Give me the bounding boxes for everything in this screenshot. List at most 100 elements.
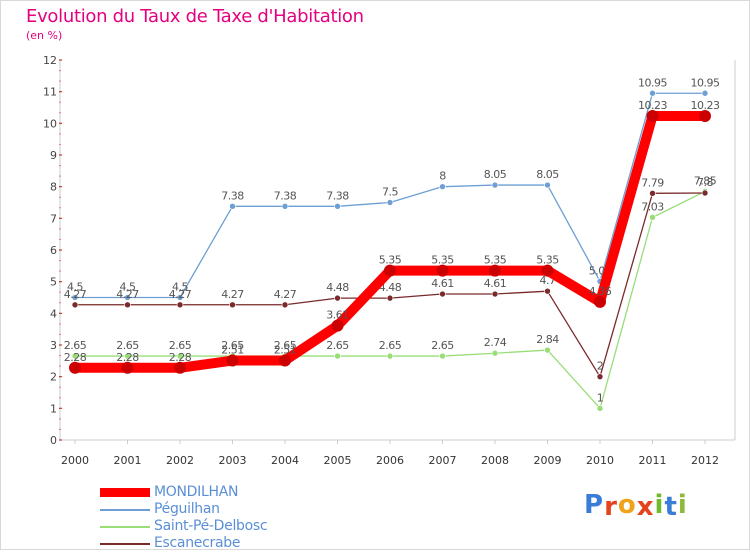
data-label: 7.03 (641, 200, 664, 213)
data-point (649, 190, 656, 197)
data-point (281, 301, 289, 309)
x-tick-label: 2009 (534, 454, 562, 467)
data-label: 2 (597, 360, 604, 373)
data-label: 5.35 (379, 254, 402, 267)
y-tick-label: 7 (50, 212, 57, 225)
data-label: 10.23 (638, 99, 667, 112)
x-tick-label: 2001 (114, 454, 142, 467)
data-label: 4.27 (116, 288, 139, 301)
data-point (544, 181, 551, 189)
data-label: 2.74 (484, 336, 507, 349)
data-point (176, 352, 184, 360)
data-label: 8 (439, 170, 446, 183)
y-tick-label: 10 (43, 117, 57, 130)
data-point (71, 352, 79, 360)
legend-label: MONDILHAN (154, 484, 239, 500)
y-tick-label: 6 (50, 244, 57, 257)
legend-swatch (100, 509, 150, 511)
x-tick-label: 2010 (586, 454, 614, 467)
data-point (226, 354, 239, 367)
data-point (701, 89, 709, 97)
data-label: 4.48 (379, 281, 402, 294)
data-point (386, 352, 394, 360)
data-label: 1 (597, 391, 604, 404)
x-tick-label: 2004 (271, 454, 299, 467)
data-label: 2.51 (274, 344, 297, 357)
data-point (489, 264, 501, 277)
x-tick-label: 2000 (61, 454, 89, 467)
x-tick-label: 2011 (639, 454, 667, 467)
data-point (701, 189, 709, 197)
x-tick-label: 2002 (166, 454, 194, 467)
y-tick-label: 11 (43, 86, 57, 99)
data-point (439, 352, 446, 360)
data-point (541, 264, 554, 277)
data-label: 4.5 (172, 281, 188, 294)
data-label: 4.48 (326, 281, 349, 294)
data-point (594, 295, 606, 308)
data-point (544, 346, 551, 354)
x-tick-label: 2012 (691, 454, 719, 467)
data-label: 4.5 (67, 281, 83, 294)
logo-letter: i (654, 490, 665, 520)
y-tick-label: 4 (50, 307, 57, 320)
data-label: 4.27 (169, 288, 192, 301)
chart-subtitle: (en %) (26, 29, 63, 42)
data-label: 2.65 (431, 339, 454, 352)
data-point (334, 294, 341, 302)
logo-letter: i (677, 490, 688, 520)
data-label: 4.61 (431, 277, 454, 290)
x-tick-label: 2005 (324, 454, 352, 467)
x-tick-label: 2007 (429, 454, 457, 467)
data-label: 7.5 (382, 186, 398, 199)
data-point (646, 110, 659, 123)
y-tick-label: 0 (50, 434, 57, 447)
data-point (649, 89, 656, 97)
data-label: 7.8 (697, 176, 713, 189)
data-point (544, 287, 551, 295)
data-label: 2.65 (379, 339, 402, 352)
data-point (124, 301, 131, 309)
data-label: 2.65 (326, 339, 349, 352)
data-point (281, 203, 289, 210)
data-point (439, 183, 446, 190)
data-point (439, 290, 446, 298)
y-tick-label: 5 (50, 276, 57, 289)
data-point (176, 294, 184, 301)
data-point (334, 352, 341, 360)
data-label: 10.95 (691, 76, 720, 89)
legend-swatch (100, 488, 150, 497)
proxiti-logo[interactable]: Proxiti (584, 490, 688, 522)
data-point (229, 203, 236, 210)
data-point (384, 264, 396, 277)
data-label: 2.28 (116, 351, 139, 364)
y-tick-label: 2 (50, 371, 57, 384)
data-label: 2.28 (64, 351, 87, 364)
data-point (699, 110, 711, 123)
data-point (279, 354, 291, 367)
logo-letter: t (664, 492, 678, 522)
data-label: 10.95 (638, 76, 667, 89)
data-label: 7.38 (221, 189, 244, 202)
y-tick-label: 12 (43, 54, 57, 67)
data-point (331, 319, 344, 332)
data-label: 2.65 (64, 339, 87, 352)
data-point (176, 301, 184, 309)
x-tick-label: 2003 (219, 454, 247, 467)
y-tick-label: 3 (50, 339, 57, 352)
data-point (386, 199, 394, 206)
data-point (491, 290, 499, 298)
data-label: 2.65 (169, 339, 192, 352)
data-label: 2.65 (274, 339, 297, 352)
logo-letter: x (636, 492, 655, 522)
data-label: 4.36 (589, 285, 612, 298)
logo-letter: o (617, 490, 637, 520)
y-tick-label: 9 (50, 149, 57, 162)
data-point (386, 294, 394, 302)
data-point (491, 181, 499, 189)
legend-label: Péguilhan (154, 501, 220, 517)
data-point (649, 214, 656, 221)
series-mondilhan: 2.28 2.28 2.28 2.51 2.51 3.61 5.35 5.35 5.35 5.35… (64, 99, 720, 374)
data-label: 4.27 (274, 288, 297, 301)
